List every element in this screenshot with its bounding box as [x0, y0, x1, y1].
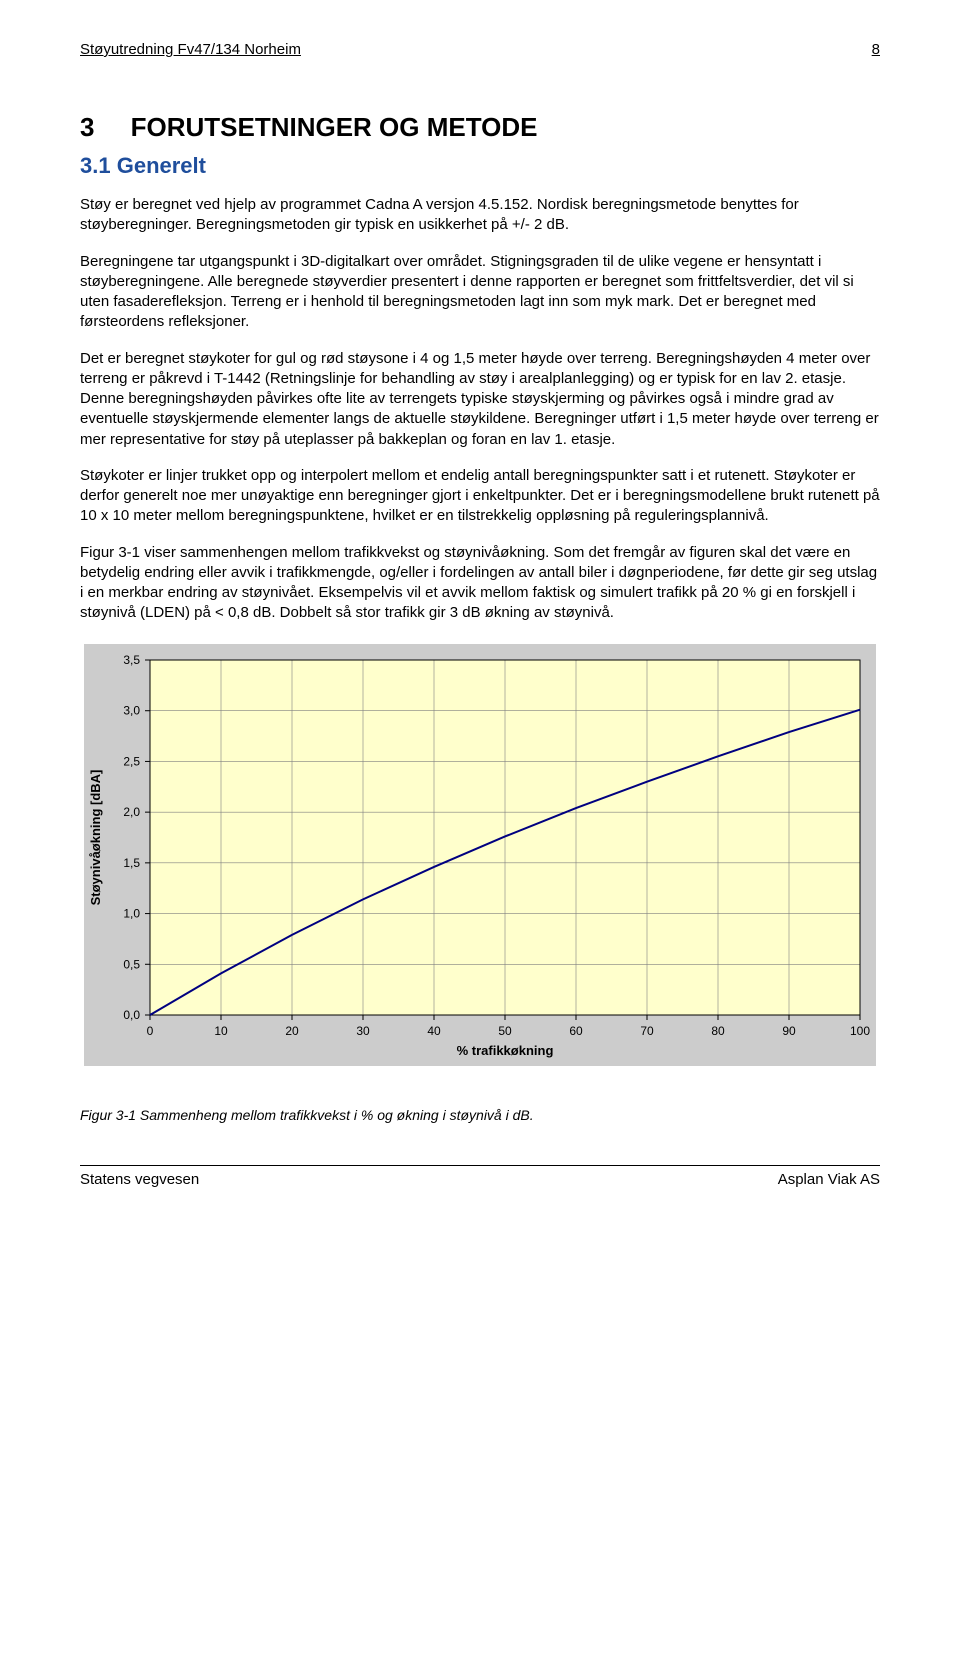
- svg-text:Støynivåøkning [dBA]: Støynivåøkning [dBA]: [88, 769, 103, 905]
- svg-text:3,0: 3,0: [123, 703, 140, 717]
- svg-text:% trafikkøkning: % trafikkøkning: [457, 1043, 554, 1058]
- svg-text:3,5: 3,5: [123, 653, 140, 667]
- paragraph: Støykoter er linjer trukket opp og inter…: [80, 466, 880, 527]
- traffic-noise-chart: 0 10 20 30 40 50 60 70 80 90 100 0,0 0,5 1,0 1,5 2,0 2,5…: [80, 640, 880, 1070]
- subsection-number: 3.1: [80, 153, 111, 178]
- page-footer: Statens vegvesen Asplan Viak AS: [80, 1165, 880, 1190]
- svg-text:10: 10: [214, 1024, 228, 1038]
- section-number: 3: [80, 112, 94, 142]
- header-left: Støyutredning Fv47/134 Norheim: [80, 40, 301, 60]
- header-page-number: 8: [872, 40, 880, 60]
- chart-container: 0 10 20 30 40 50 60 70 80 90 100 0,0 0,5 1,0 1,5 2,0 2,5…: [80, 640, 880, 1076]
- subsection-heading: 3.1 Generelt: [80, 151, 880, 181]
- svg-text:60: 60: [569, 1024, 583, 1038]
- svg-text:1,0: 1,0: [123, 906, 140, 920]
- svg-text:0,0: 0,0: [123, 1008, 140, 1022]
- footer-left: Statens vegvesen: [80, 1170, 199, 1190]
- svg-text:0: 0: [147, 1024, 154, 1038]
- subsection-title: Generelt: [117, 153, 206, 178]
- svg-text:50: 50: [498, 1024, 512, 1038]
- svg-text:90: 90: [782, 1024, 796, 1038]
- svg-text:30: 30: [356, 1024, 370, 1038]
- section-title: FORUTSETNINGER OG METODE: [131, 112, 538, 142]
- figure-caption: Figur 3-1 Sammenheng mellom trafikkvekst…: [80, 1106, 880, 1125]
- svg-text:40: 40: [427, 1024, 441, 1038]
- paragraph: Figur 3-1 viser sammenhengen mellom traf…: [80, 543, 880, 624]
- section-heading: 3 FORUTSETNINGER OG METODE: [80, 110, 880, 145]
- svg-text:0,5: 0,5: [123, 957, 140, 971]
- svg-text:100: 100: [850, 1024, 870, 1038]
- page-header: Støyutredning Fv47/134 Norheim 8: [80, 40, 880, 60]
- svg-text:2,5: 2,5: [123, 754, 140, 768]
- svg-text:80: 80: [711, 1024, 725, 1038]
- svg-text:20: 20: [285, 1024, 299, 1038]
- svg-text:2,0: 2,0: [123, 805, 140, 819]
- paragraph: Det er beregnet støykoter for gul og rød…: [80, 349, 880, 450]
- svg-text:70: 70: [640, 1024, 654, 1038]
- paragraph: Beregningene tar utgangspunkt i 3D-digit…: [80, 252, 880, 333]
- footer-right: Asplan Viak AS: [778, 1170, 880, 1190]
- svg-text:1,5: 1,5: [123, 855, 140, 869]
- paragraph: Støy er beregnet ved hjelp av programmet…: [80, 195, 880, 236]
